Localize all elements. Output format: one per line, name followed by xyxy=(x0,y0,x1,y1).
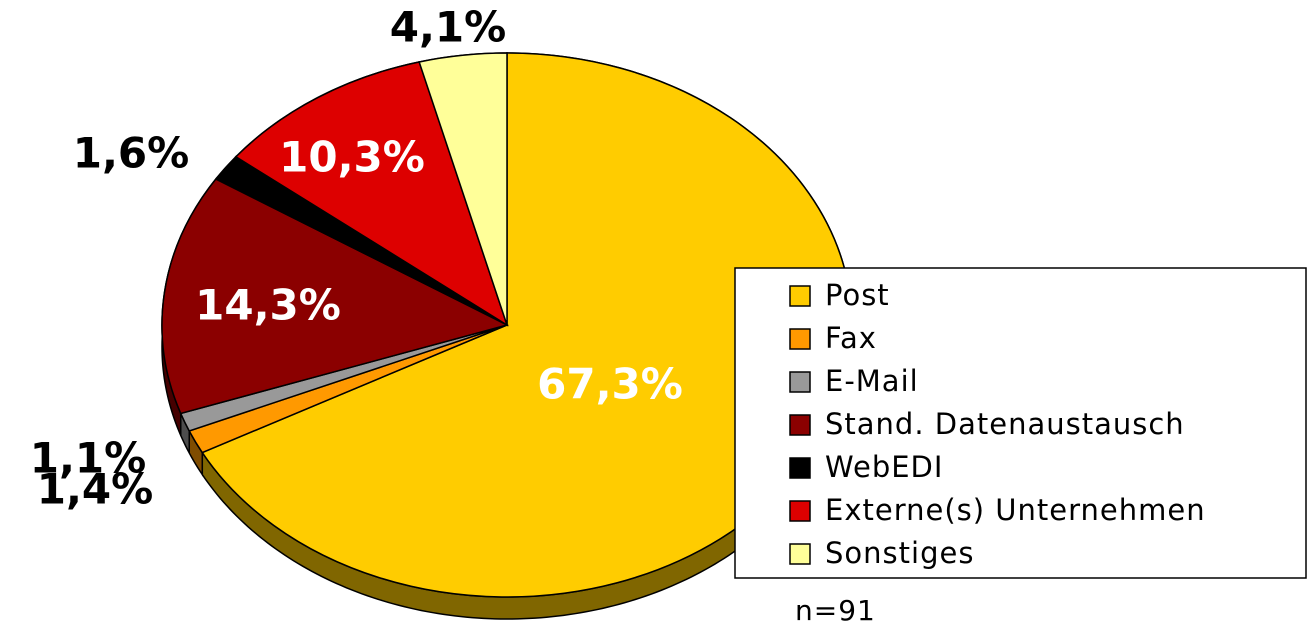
value-label: 14,3% xyxy=(195,281,341,330)
legend-swatch xyxy=(789,457,811,479)
pie xyxy=(161,52,853,620)
legend-label: WebEDI xyxy=(825,450,943,484)
legend-label: E-Mail xyxy=(825,364,919,398)
value-label: 1,1% xyxy=(30,434,146,483)
annotation: n=91 xyxy=(795,594,876,627)
legend-swatch xyxy=(789,414,811,436)
legend-label: Sonstiges xyxy=(825,536,974,570)
legend-swatch xyxy=(789,371,811,393)
legend-label: Stand. Datenaustausch xyxy=(825,407,1185,441)
legend-label: Post xyxy=(825,278,890,312)
value-label: 67,3% xyxy=(537,360,683,409)
legend-label: Externe(s) Unternehmen xyxy=(825,493,1206,527)
slice xyxy=(161,178,510,415)
value-label: 1,4% xyxy=(37,465,153,514)
legend-swatch xyxy=(789,500,811,522)
legend-swatch xyxy=(789,285,811,307)
value-label: 10,3% xyxy=(279,133,425,182)
slice xyxy=(418,52,508,326)
legend-box xyxy=(734,267,1307,579)
slice xyxy=(234,61,509,327)
legend-swatch xyxy=(789,328,811,350)
legend-label: Fax xyxy=(825,321,877,355)
value-label: 4,1% xyxy=(390,3,506,52)
legend-swatch xyxy=(789,543,811,565)
value-label: 1,6% xyxy=(73,129,189,178)
